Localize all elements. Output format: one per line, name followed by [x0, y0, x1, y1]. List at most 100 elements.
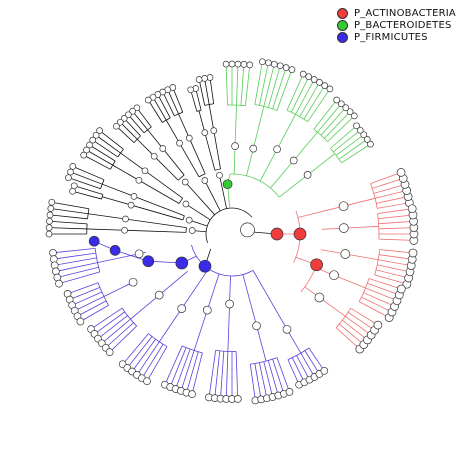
leaf-node [265, 59, 272, 67]
leaf-node [373, 320, 383, 330]
branch [267, 65, 281, 108]
leaf-node [76, 317, 85, 326]
branch-arc [215, 349, 237, 352]
branch [179, 142, 200, 178]
branch [377, 208, 413, 214]
leaf-node [222, 60, 230, 68]
leaf-node [353, 122, 360, 130]
branch [72, 166, 105, 181]
branch [342, 319, 368, 341]
leaf-node [270, 60, 278, 68]
internal-node [240, 222, 255, 238]
branch [225, 64, 228, 106]
branch [77, 300, 107, 317]
branch [208, 104, 215, 131]
branch [378, 254, 413, 260]
branch [198, 79, 206, 106]
leaf-node [120, 115, 128, 122]
internal-node [282, 324, 292, 334]
branch [358, 301, 390, 318]
legend-swatch-bacteroidetes [337, 19, 348, 31]
branch [162, 91, 175, 116]
legend-swatch-firmicutes [337, 31, 348, 43]
branch [80, 304, 109, 322]
bacteroidetes-node [222, 179, 233, 190]
leaf-node [276, 62, 284, 70]
internal-node [177, 304, 187, 313]
leaf-node [201, 75, 208, 82]
branch [49, 227, 87, 230]
branch [131, 338, 156, 372]
leaf-node [240, 61, 248, 68]
branch [146, 346, 168, 382]
branch [361, 296, 393, 313]
branch [90, 307, 123, 330]
branch [378, 214, 414, 220]
internal-node [329, 270, 339, 281]
firmicutes-node [198, 259, 212, 273]
internal-node [128, 277, 138, 287]
internal-node [135, 176, 143, 184]
branch-arc [374, 249, 381, 276]
branch [88, 213, 126, 220]
internal-node [216, 171, 223, 179]
leaf-node [143, 377, 151, 386]
branch [375, 269, 409, 279]
leaf-node [326, 85, 334, 93]
branch [136, 107, 152, 128]
branch [233, 146, 236, 175]
leaf-node [363, 136, 371, 143]
leaf-node [65, 174, 72, 182]
branch [235, 351, 239, 399]
internal-node [273, 145, 281, 154]
leaf-node [346, 108, 354, 116]
branch [227, 303, 230, 352]
branch [50, 208, 89, 215]
branch [74, 185, 104, 195]
branch [246, 148, 254, 176]
legend-label-bacteroidetes: P_BACTEROIDETES [354, 19, 452, 31]
branch [272, 358, 285, 394]
branch-arc [178, 197, 183, 204]
branch [204, 180, 221, 212]
branch [320, 107, 347, 136]
branch [276, 357, 290, 393]
leaf-node [67, 168, 74, 176]
internal-node [127, 201, 135, 209]
internal-node [338, 201, 349, 212]
branch [308, 347, 325, 372]
branch [345, 253, 379, 261]
branch [133, 195, 185, 217]
leaf-node [187, 86, 195, 94]
leaf-node [282, 64, 290, 71]
branch [338, 323, 365, 345]
branch [378, 220, 414, 225]
branch [124, 229, 187, 233]
branch [300, 352, 315, 378]
leaf-node [144, 96, 152, 104]
internal-node [130, 193, 138, 200]
branch [109, 325, 137, 353]
branch [319, 297, 346, 317]
branch [71, 291, 102, 306]
branch [55, 262, 98, 272]
leaf-node [86, 141, 93, 149]
branch [363, 292, 395, 307]
internal-node [150, 152, 158, 160]
firmicutes-node [142, 255, 155, 268]
leaf-node [360, 131, 368, 139]
internal-node [185, 134, 193, 142]
branch [229, 275, 231, 304]
branch [338, 139, 368, 160]
branch [225, 351, 229, 399]
branch-arc [94, 248, 101, 273]
leaf-node [48, 198, 56, 206]
branch [286, 329, 302, 354]
branch [372, 177, 404, 189]
branch [206, 273, 220, 311]
leaf-node [89, 136, 97, 144]
branch [245, 64, 251, 106]
branch [138, 179, 180, 204]
branch-arc [286, 109, 308, 122]
leaf-node [233, 395, 242, 403]
